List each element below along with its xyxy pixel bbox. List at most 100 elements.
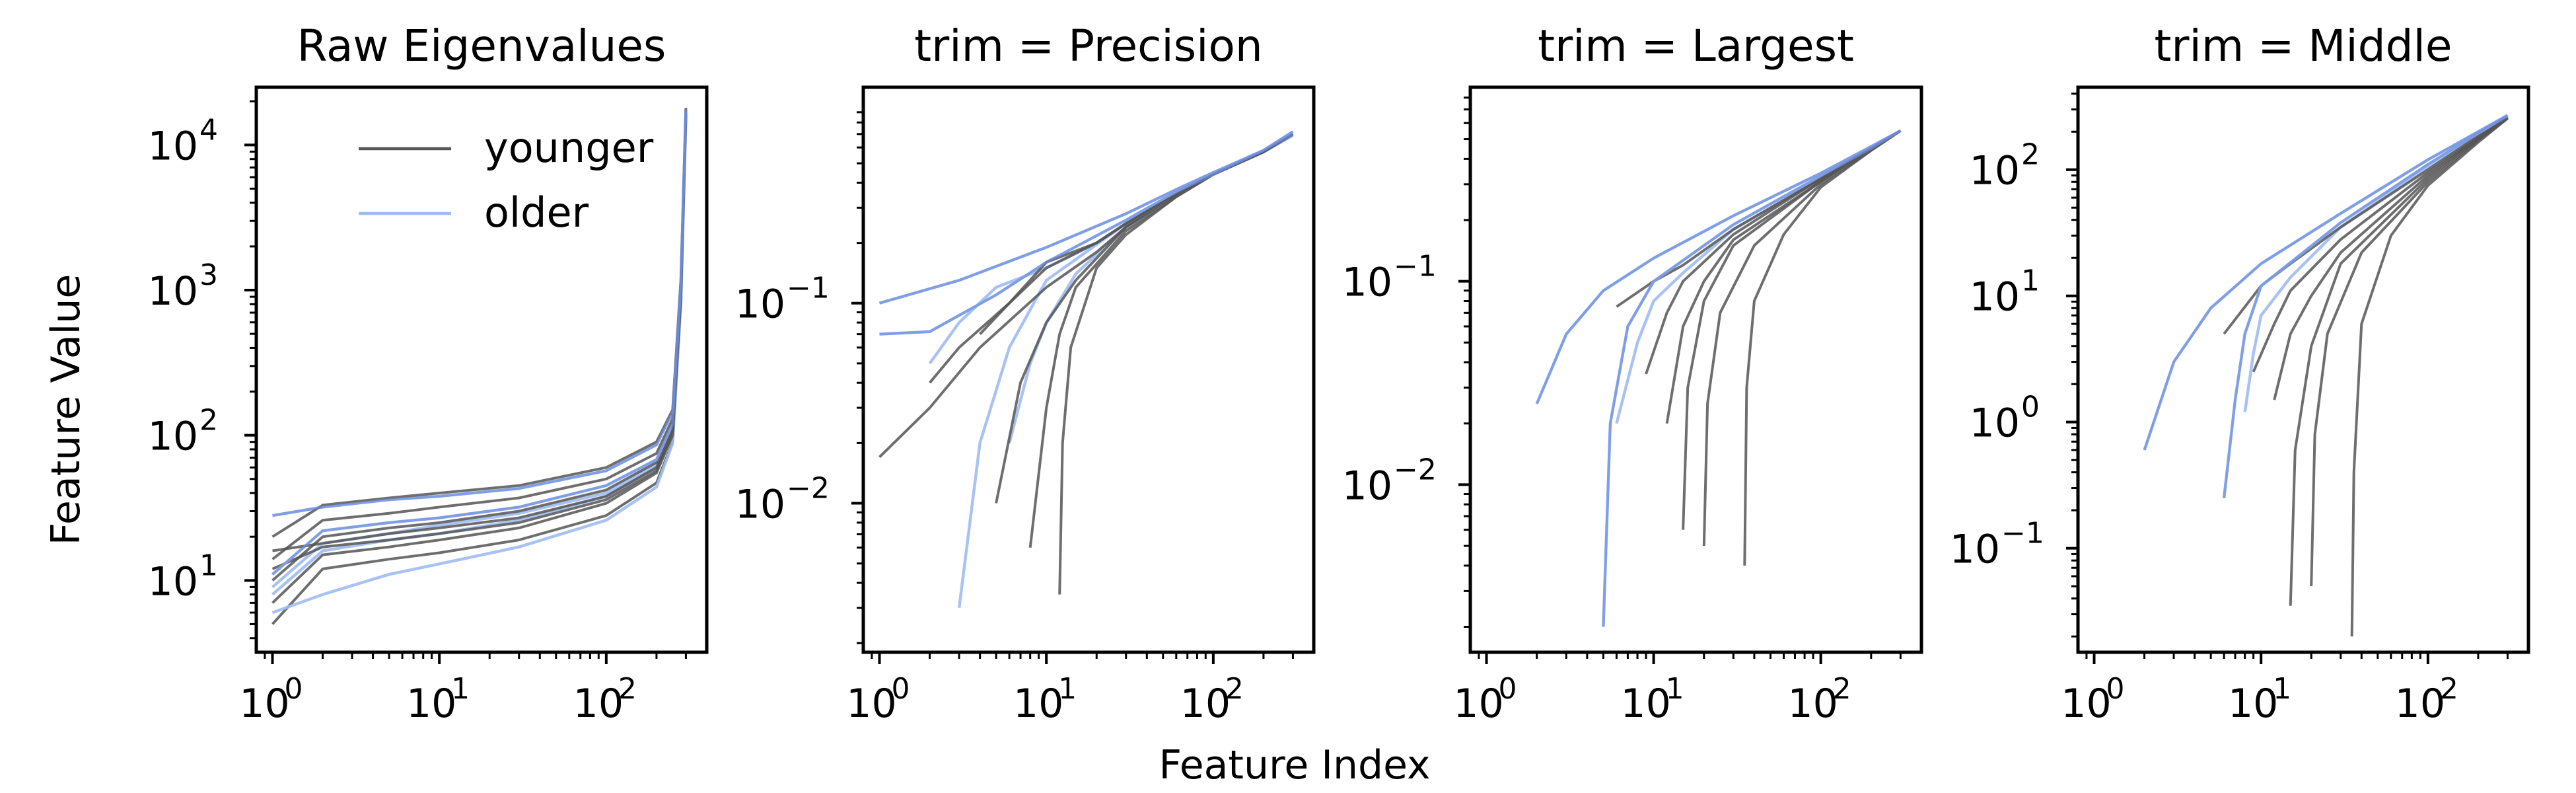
- y-tick-label: 10: [148, 268, 198, 315]
- x-tick-exponent: 1: [2273, 672, 2291, 706]
- series-line-younger: [271, 114, 688, 570]
- panel-title: Raw Eigenvalues: [297, 20, 666, 71]
- x-tick-label: 10: [1620, 681, 1670, 727]
- series-line-older: [271, 112, 688, 576]
- y-tick-exponent: −2: [787, 472, 830, 506]
- y-tick-exponent: −2: [1394, 453, 1437, 486]
- legend: younger older: [359, 124, 654, 237]
- series-line-younger: [1058, 133, 1294, 595]
- series-line-younger: [2350, 117, 2509, 637]
- series-line-older: [2223, 115, 2509, 498]
- series-group: [878, 130, 1294, 609]
- series-line-younger: [271, 108, 688, 538]
- series-line-younger: [2273, 116, 2509, 400]
- x-tick-exponent: 0: [2106, 672, 2124, 706]
- y-tick-label: 10: [1950, 527, 2000, 573]
- x-tick-exponent: 0: [284, 672, 303, 706]
- y-tick-exponent: 1: [199, 548, 218, 582]
- plot-frame: [1468, 85, 1923, 654]
- y-tick-label: 10: [735, 282, 785, 328]
- y-tick-exponent: 2: [2021, 138, 2040, 172]
- y-tick-label: 10: [1970, 274, 2020, 321]
- series-line-older: [1535, 130, 1902, 404]
- series-line-older: [271, 118, 688, 615]
- x-tick-exponent: 0: [1499, 672, 1517, 706]
- y-tick-exponent: −1: [2001, 517, 2044, 550]
- x-tick-label: 10: [1787, 681, 1838, 727]
- panel-title: trim = Largest: [1538, 20, 1854, 71]
- x-tick-label: 10: [846, 681, 896, 727]
- x-tick-exponent: 2: [2440, 672, 2458, 706]
- x-tick-label: 10: [2061, 681, 2111, 727]
- y-tick-label: 10: [1342, 260, 1392, 306]
- x-tick-label: 10: [2395, 681, 2445, 727]
- y-tick-label: 10: [148, 123, 198, 169]
- x-axis: 100 101 102: [846, 652, 1294, 727]
- x-tick-exponent: 1: [451, 672, 470, 706]
- x-tick-exponent: 1: [1666, 672, 1684, 706]
- series-line-older: [879, 133, 1294, 336]
- x-tick-label: 10: [1180, 681, 1231, 727]
- x-tick-label: 10: [2228, 681, 2278, 727]
- series-group: [1535, 129, 1902, 627]
- x-axis: 100 101 102: [1453, 652, 1902, 727]
- series-line-younger: [1645, 130, 1902, 375]
- y-tick-exponent: −1: [1394, 250, 1437, 283]
- x-tick-label: 10: [239, 681, 289, 727]
- y-tick-exponent: 3: [199, 258, 218, 292]
- series-line-younger: [1702, 130, 1902, 547]
- series-line-older: [2243, 114, 2509, 412]
- x-tick-exponent: 1: [1058, 672, 1077, 706]
- x-tick-exponent: 0: [891, 672, 910, 706]
- series-line-younger: [878, 133, 1294, 459]
- x-tick-label: 10: [1453, 681, 1503, 727]
- series-line-older: [2143, 114, 2509, 451]
- plot-frame: [861, 85, 1316, 654]
- y-tick-exponent: 0: [2021, 391, 2040, 424]
- y-axis: 10−210−1: [735, 111, 863, 644]
- panel-title: trim = Middle: [2155, 20, 2452, 71]
- y-tick-exponent: 2: [199, 404, 218, 437]
- y-tick-label: 10: [1970, 400, 2020, 447]
- series-line-older: [957, 132, 1294, 609]
- plot-frame: [2076, 85, 2530, 654]
- panel-title: trim = Precision: [914, 20, 1262, 71]
- y-tick-label: 10: [148, 414, 198, 460]
- x-tick-label: 10: [573, 681, 624, 727]
- legend-label-younger: younger: [484, 124, 654, 172]
- series-line-younger: [1665, 130, 1902, 424]
- x-tick-label: 10: [406, 681, 456, 727]
- y-tick-exponent: −1: [787, 272, 830, 305]
- x-axis-label: Feature Index: [1159, 742, 1431, 788]
- x-tick-label: 10: [1013, 681, 1063, 727]
- series-line-older: [1535, 129, 1902, 404]
- y-tick-exponent: 4: [199, 113, 218, 147]
- y-tick-label: 10: [1970, 148, 2020, 194]
- plot-frame: [254, 85, 709, 654]
- x-tick-exponent: 2: [1833, 672, 1851, 706]
- series-group: [271, 108, 688, 625]
- x-axis: 100 101 102: [239, 652, 687, 727]
- x-tick-exponent: 2: [1225, 672, 1244, 706]
- series-line-older: [1007, 133, 1294, 443]
- series-line-younger: [929, 133, 1294, 384]
- series-line-younger: [272, 114, 688, 552]
- y-axis: 10−210−1: [1342, 96, 1470, 628]
- x-tick-exponent: 2: [618, 672, 637, 706]
- legend-label-older: older: [484, 188, 589, 237]
- y-tick-label: 10: [1342, 463, 1392, 509]
- y-tick-exponent: 1: [2021, 264, 2040, 298]
- x-axis: 100 101 102: [2061, 652, 2509, 727]
- y-tick-label: 10: [148, 558, 198, 605]
- series-group: [2143, 114, 2509, 637]
- series-line-younger: [2310, 117, 2509, 587]
- series-line-older: [1602, 130, 1902, 627]
